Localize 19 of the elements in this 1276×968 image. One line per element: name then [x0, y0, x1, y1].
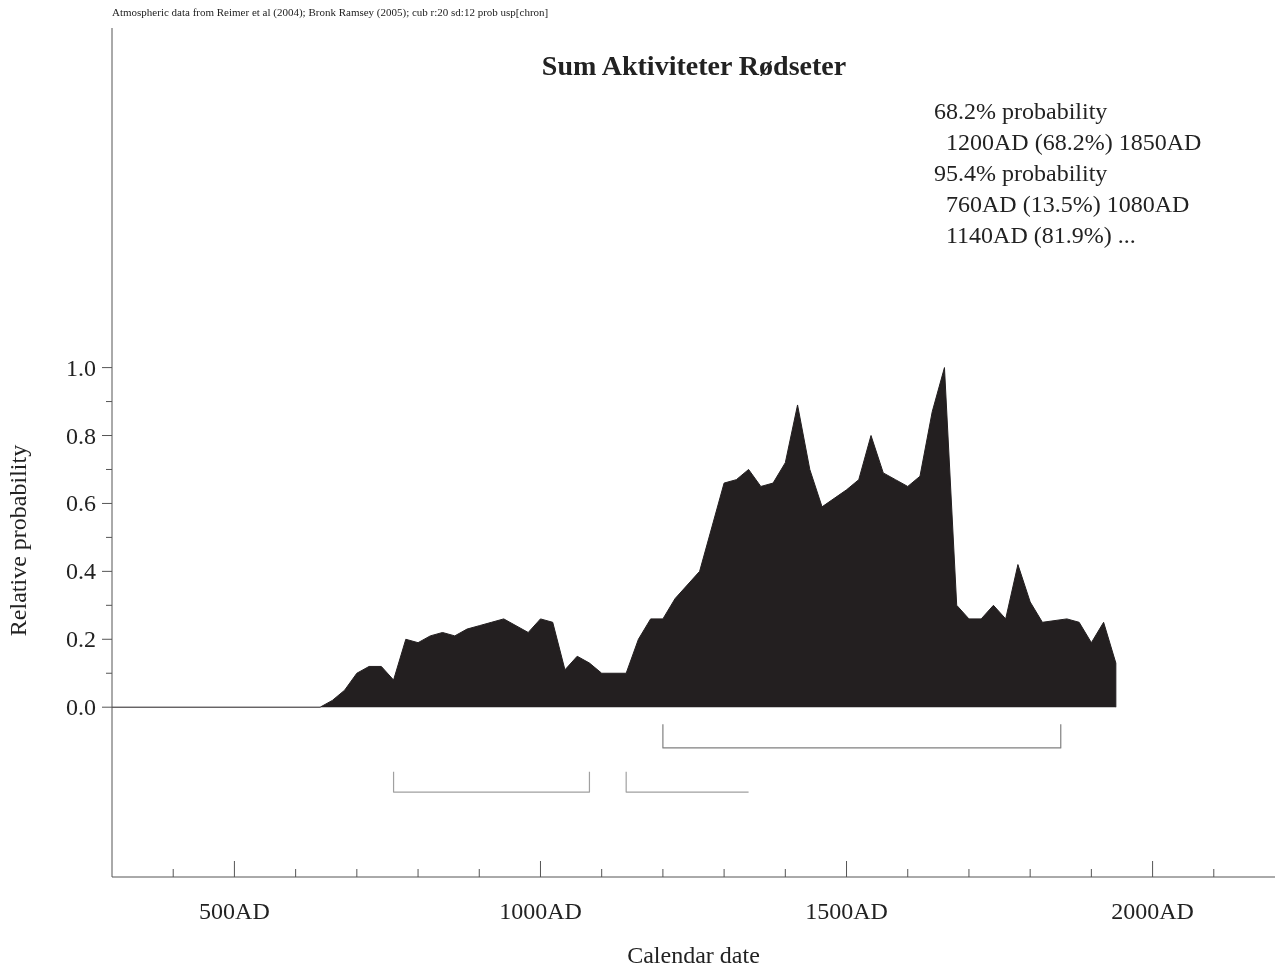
y-axis-title: Relative probability: [4, 444, 31, 637]
y-tick-label: 0.8: [66, 422, 96, 449]
y-tick-label: 1.0: [66, 354, 96, 381]
annotation: 68.2% probability: [934, 97, 1109, 126]
y-tick-label: 0.4: [66, 558, 96, 585]
y-tick-label: 0.0: [66, 694, 96, 721]
y-tick-label: 0.6: [66, 490, 96, 517]
x-tick-label: 1000AD: [499, 898, 582, 924]
x-tick-label: 2000AD: [1111, 898, 1194, 924]
text: Sum Aktiviteter Rødseter: [540, 50, 848, 82]
x-tick-label: 500AD: [199, 898, 270, 924]
x-axis-title: Calendar date: [627, 942, 760, 968]
annotation: 1140AD (81.9%) ...: [945, 221, 1137, 250]
text: Atmospheric data from Reimer et al (2004); Bronk Ramsey (2005); cub r:20 sd:12 prob usp[chron]: [112, 6, 549, 18]
annotation: 1200AD (68.2%) 1850AD: [945, 128, 1202, 157]
annotation: 760AD (13.5%) 1080AD: [945, 190, 1191, 219]
y-tick-label: 0.2: [66, 626, 96, 653]
annotation: 95.4% probability: [934, 159, 1109, 188]
x-tick-label: 1500AD: [805, 898, 888, 924]
